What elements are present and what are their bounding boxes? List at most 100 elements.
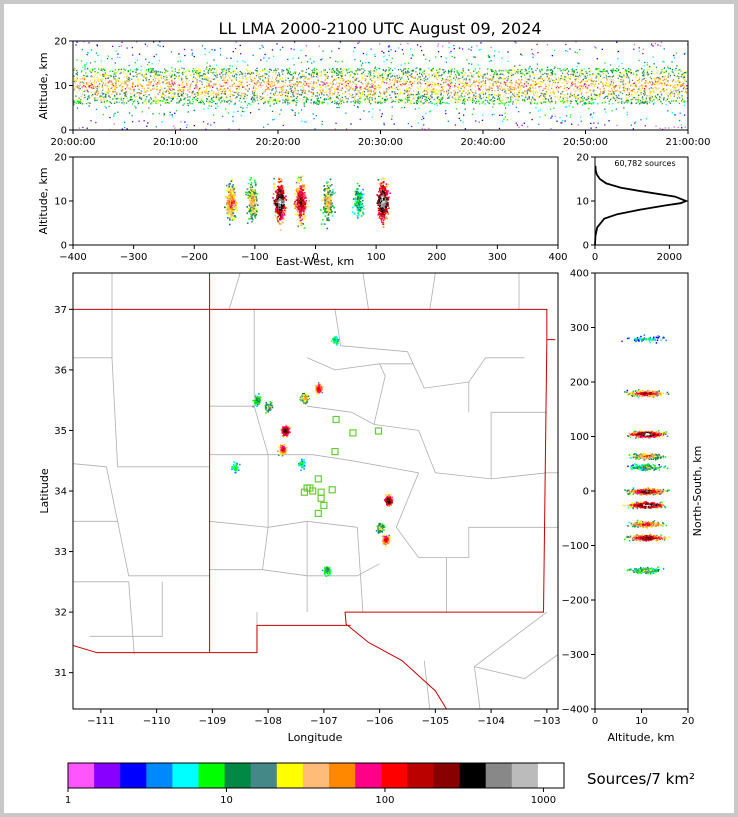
source-point bbox=[391, 57, 393, 59]
source-point bbox=[105, 93, 107, 96]
source-point bbox=[113, 113, 115, 116]
source-point bbox=[504, 116, 507, 118]
source-point bbox=[686, 90, 688, 92]
source-point bbox=[434, 77, 436, 79]
source-point bbox=[682, 77, 684, 79]
source-point bbox=[633, 85, 635, 87]
source-point bbox=[636, 99, 638, 101]
source-point bbox=[376, 100, 378, 103]
source-point bbox=[163, 113, 165, 115]
source-point bbox=[527, 97, 529, 99]
source-point bbox=[612, 85, 615, 87]
source-point bbox=[662, 89, 664, 91]
source-point bbox=[126, 80, 128, 82]
source-point bbox=[434, 75, 436, 77]
source-point bbox=[341, 60, 343, 63]
source-point bbox=[430, 70, 432, 72]
source-point bbox=[631, 83, 634, 85]
source-point bbox=[650, 66, 652, 68]
source-point bbox=[303, 79, 305, 81]
source-point bbox=[491, 89, 493, 92]
source-point bbox=[652, 91, 654, 93]
source-point bbox=[206, 87, 208, 89]
source-point bbox=[636, 91, 638, 94]
source-point bbox=[481, 76, 483, 78]
source-point bbox=[497, 94, 500, 96]
source-point bbox=[303, 82, 305, 84]
source-point bbox=[443, 69, 445, 71]
source-point bbox=[401, 101, 403, 103]
source-point bbox=[367, 93, 370, 96]
source-point bbox=[450, 71, 452, 73]
source-point bbox=[401, 85, 403, 87]
source-point bbox=[374, 85, 376, 87]
source-point bbox=[641, 96, 644, 99]
source-point bbox=[490, 68, 492, 71]
source-point bbox=[119, 85, 121, 87]
source-point bbox=[297, 74, 300, 76]
source-point bbox=[578, 78, 580, 80]
source-point bbox=[544, 77, 546, 79]
source-point bbox=[305, 95, 307, 97]
source-point bbox=[534, 84, 536, 86]
source-point bbox=[564, 96, 566, 99]
source-point bbox=[379, 79, 381, 81]
source-point bbox=[462, 80, 465, 82]
source-point bbox=[354, 93, 357, 95]
source-point bbox=[225, 88, 227, 90]
source-point bbox=[317, 101, 319, 103]
source-point bbox=[498, 91, 501, 93]
source-point bbox=[112, 98, 114, 100]
source-point bbox=[641, 79, 643, 81]
source-point bbox=[613, 92, 615, 94]
source-point bbox=[637, 88, 639, 90]
source-point bbox=[194, 87, 197, 89]
source-point bbox=[453, 94, 456, 96]
source-point bbox=[569, 96, 571, 98]
source-point bbox=[488, 85, 490, 88]
source-point bbox=[503, 102, 505, 105]
source-point bbox=[293, 85, 295, 88]
source-point bbox=[514, 72, 516, 74]
source-point bbox=[214, 84, 217, 86]
source-point bbox=[169, 111, 171, 113]
source-point bbox=[315, 115, 317, 117]
source-point bbox=[282, 91, 284, 93]
source-point bbox=[622, 85, 625, 87]
source-point bbox=[576, 102, 579, 105]
source-point bbox=[673, 54, 675, 57]
source-point bbox=[350, 101, 352, 103]
source-point bbox=[473, 74, 475, 76]
source-point bbox=[669, 75, 672, 77]
source-point bbox=[410, 94, 413, 96]
source-point bbox=[490, 60, 492, 62]
source-point bbox=[681, 90, 683, 92]
source-point bbox=[233, 74, 236, 77]
source-point bbox=[100, 99, 102, 101]
source-point bbox=[251, 72, 253, 74]
source-point bbox=[613, 90, 616, 92]
source-point bbox=[623, 86, 625, 88]
source-point bbox=[464, 101, 466, 103]
source-point bbox=[683, 80, 686, 82]
source-point bbox=[613, 86, 615, 88]
source-point bbox=[389, 78, 391, 81]
source-point bbox=[477, 85, 479, 87]
source-point bbox=[575, 100, 577, 102]
source-point bbox=[511, 88, 513, 91]
source-point bbox=[428, 81, 430, 84]
source-point bbox=[228, 76, 231, 78]
source-point bbox=[226, 95, 228, 98]
source-point bbox=[459, 99, 462, 101]
source-point bbox=[590, 80, 592, 82]
source-point bbox=[584, 75, 587, 77]
source-point bbox=[608, 93, 610, 95]
source-point bbox=[320, 71, 322, 73]
source-point bbox=[597, 87, 599, 89]
source-point bbox=[87, 90, 89, 92]
source-point bbox=[464, 72, 466, 74]
source-point bbox=[645, 80, 647, 82]
source-point bbox=[583, 68, 585, 70]
source-point bbox=[128, 87, 130, 89]
source-point bbox=[305, 81, 307, 83]
